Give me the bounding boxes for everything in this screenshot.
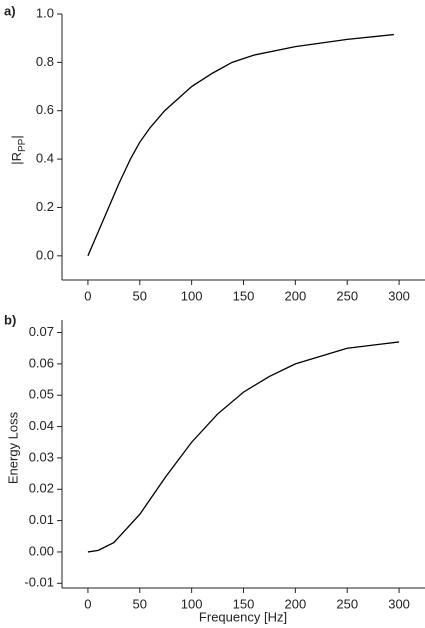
y-tick-label: -0.01 (24, 575, 54, 590)
x-tick-label: 250 (336, 288, 358, 303)
y-axis-label: Energy Loss (5, 411, 20, 484)
x-tick-label: 50 (133, 288, 147, 303)
x-tick-label: 50 (133, 596, 147, 611)
y-tick-label: 0.07 (29, 324, 54, 339)
x-tick-label: 300 (388, 596, 410, 611)
y-tick-label: 0.8 (36, 54, 54, 69)
y-label-subscript: PP (17, 138, 28, 152)
y-label-part: |R (9, 152, 24, 165)
x-tick-label: 0 (84, 596, 91, 611)
y-axis-label: |RPP| (9, 135, 27, 165)
panel-label: a) (4, 3, 16, 18)
y-tick-label: 0.4 (36, 151, 54, 166)
x-tick-label: 0 (84, 288, 91, 303)
y-tick-label: 0.03 (29, 449, 54, 464)
y-tick-label: 0.01 (29, 512, 54, 527)
x-tick-label: 150 (233, 596, 255, 611)
x-tick-label: 100 (181, 288, 203, 303)
x-tick-label: 200 (285, 596, 307, 611)
y-tick-label: 0.0 (36, 247, 54, 262)
x-tick-label: 200 (285, 288, 307, 303)
y-tick-label: 0.05 (29, 387, 54, 402)
data-line (87, 33, 394, 257)
data-line (87, 341, 400, 553)
y-tick-label: 0.2 (36, 199, 54, 214)
x-tick-label: 150 (233, 288, 255, 303)
x-tick-label: 100 (181, 596, 203, 611)
y-tick-label: 0.02 (29, 481, 54, 496)
y-tick-label: 0.04 (29, 418, 54, 433)
y-tick-label: 0.06 (29, 355, 54, 370)
x-axis-label: Frequency [Hz] (199, 609, 287, 624)
x-tick-label: 250 (336, 596, 358, 611)
y-tick-label: 1.0 (36, 5, 54, 20)
x-tick-label: 300 (388, 288, 410, 303)
panel-label: b) (4, 312, 16, 327)
y-tick-label: 0.6 (36, 102, 54, 117)
y-tick-label: 0.00 (29, 543, 54, 558)
y-label-part: | (9, 135, 24, 138)
